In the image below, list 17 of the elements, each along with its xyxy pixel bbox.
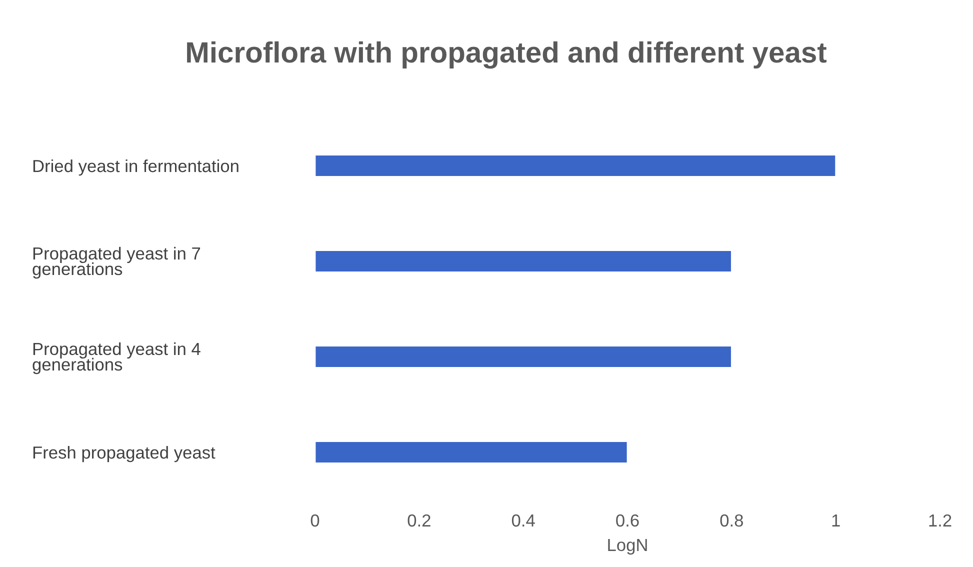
bar xyxy=(315,154,837,178)
bar xyxy=(315,250,732,273)
x-tick-label: 0.2 xyxy=(408,514,430,527)
bar xyxy=(315,440,628,464)
x-tick-label: 1 xyxy=(832,514,840,526)
bar xyxy=(315,345,732,368)
x-tick-label: 1.2 xyxy=(929,514,952,526)
x-tick-label: 0 xyxy=(310,514,320,527)
x-tick-label: 0.6 xyxy=(616,514,639,527)
x-axis-title: LogN xyxy=(608,539,647,555)
y-tick-label: Propagated yeast in 4 generations xyxy=(32,342,200,374)
chart-title: Microflora with propagated and different yeast xyxy=(187,41,827,69)
y-tick-label: Fresh propagated yeast xyxy=(33,446,216,462)
y-tick-label: Dried yeast in fermentation xyxy=(33,159,238,176)
y-tick-label: Propagated yeast in 7 generations xyxy=(32,246,200,279)
x-tick-label: 0.4 xyxy=(512,514,535,527)
x-tick-label: 0.8 xyxy=(720,514,743,527)
